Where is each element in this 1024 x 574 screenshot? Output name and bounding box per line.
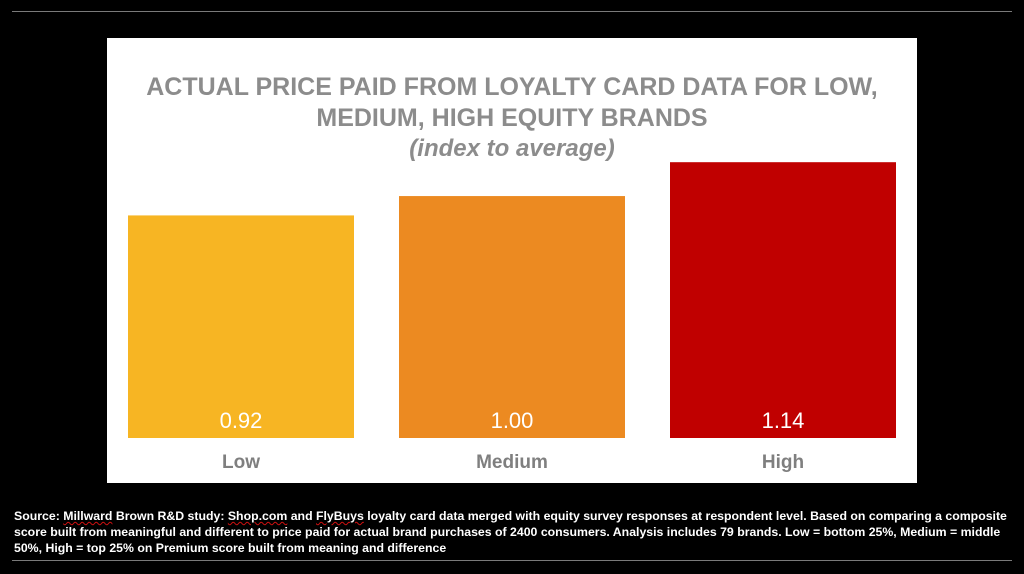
bar-low	[128, 215, 354, 438]
bar-chart: 0.92 Low 1.00 Medium 1.14 High	[128, 162, 896, 473]
source-flybuys: FlyBuys	[316, 509, 364, 523]
category-label-high: High	[762, 452, 804, 473]
chart-panel: ACTUAL PRICE PAID FROM LOYALTY CARD DATA…	[107, 38, 917, 483]
source-millward: Millward	[63, 509, 113, 523]
data-label-low: 0.92	[220, 408, 263, 433]
source-shop: Shop.com	[227, 509, 288, 523]
chart-title: ACTUAL PRICE PAID FROM LOYALTY CARD DATA…	[107, 72, 917, 164]
bar-medium	[399, 196, 625, 438]
category-label-medium: Medium	[476, 452, 548, 473]
data-label-medium: 1.00	[491, 408, 534, 433]
bar-high	[670, 162, 896, 438]
chart-title-text: ACTUAL PRICE PAID FROM LOYALTY CARD DATA…	[146, 73, 878, 132]
source-note: Source: Millward Brown R&D study: Shop.c…	[14, 509, 1007, 555]
top-divider	[12, 11, 1012, 12]
bottom-divider	[12, 560, 1012, 561]
data-label-high: 1.14	[762, 408, 805, 433]
chart-subtitle: (index to average)	[409, 135, 615, 162]
category-label-low: Low	[222, 452, 260, 473]
